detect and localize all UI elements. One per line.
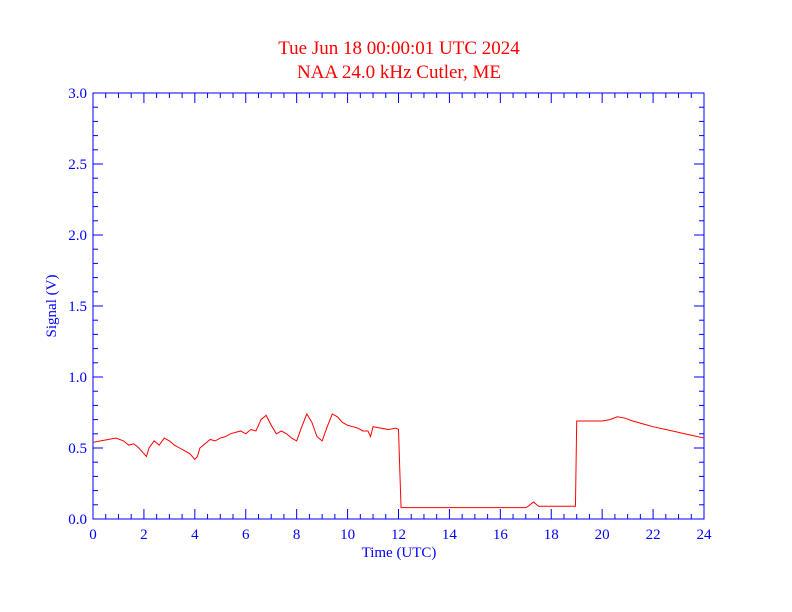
x-tick-label: 8	[293, 527, 301, 543]
y-tick-label: 3.0	[68, 86, 87, 102]
chart-title: Tue Jun 18 00:00:01 UTC 2024	[278, 38, 520, 59]
y-tick-label: 0.5	[68, 441, 87, 457]
y-tick-label: 0.0	[68, 512, 87, 528]
y-tick-label: 2.5	[68, 157, 87, 173]
x-axis-label: Time (UTC)	[362, 545, 437, 561]
y-tick-label: 1.0	[68, 370, 87, 386]
x-tick-label: 18	[544, 527, 559, 543]
plot-frame	[92, 92, 705, 520]
x-tick-label: 10	[340, 527, 355, 543]
x-axis-ticks: 0 2 4 6 8 10 12 14 16 18 20 22 24	[89, 93, 712, 543]
y-axis-label: Signal (V)	[44, 275, 60, 338]
x-tick-label: 4	[191, 527, 199, 543]
signal-series-line	[92, 412, 705, 509]
x-tick-label: 24	[697, 527, 713, 543]
y-tick-label: 2.0	[68, 228, 87, 244]
x-tick-label: 0	[89, 527, 97, 543]
y-axis-ticks: 0.0 0.5 1.0 1.5 2.0 2.5 3.0	[68, 86, 704, 528]
x-tick-label: 16	[493, 527, 509, 543]
x-tick-label: 2	[140, 527, 148, 543]
x-tick-label: 22	[646, 527, 661, 543]
x-tick-label: 12	[391, 527, 406, 543]
chart-subtitle: NAA 24.0 kHz Cutler, ME	[297, 62, 501, 83]
x-tick-label: 14	[442, 527, 458, 543]
x-tick-label: 20	[595, 527, 610, 543]
x-tick-label: 6	[242, 527, 250, 543]
y-tick-label: 1.5	[68, 299, 87, 315]
